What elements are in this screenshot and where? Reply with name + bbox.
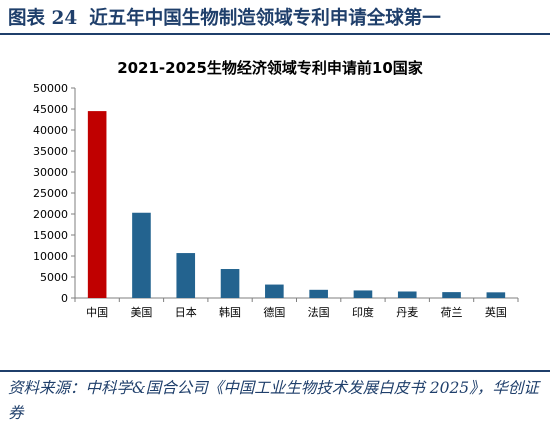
figure-label: 图表 24 [8, 8, 78, 29]
y-tick-label: 10000 [33, 250, 68, 263]
x-tick-label: 韩国 [219, 305, 241, 319]
x-tick-label: 英国 [485, 305, 507, 319]
y-tick-label: 45000 [33, 103, 68, 116]
y-tick-label: 40000 [33, 124, 68, 137]
x-tick-label: 印度 [352, 305, 374, 319]
y-tick-label: 20000 [33, 208, 68, 221]
y-tick-label: 15000 [33, 229, 68, 242]
bar-美国 [132, 212, 151, 298]
x-tick-label: 荷兰 [441, 306, 463, 319]
x-tick-label: 德国 [263, 305, 285, 319]
x-tick-label: 丹麦 [396, 306, 418, 319]
bar-德国 [265, 284, 284, 298]
bar-法国 [309, 289, 328, 298]
y-tick-label: 5000 [40, 271, 68, 284]
bar-荷兰 [442, 292, 461, 298]
figure-caption: 近五年中国生物制造领域专利申请全球第一 [89, 8, 441, 29]
bar-印度 [353, 290, 373, 298]
y-tick-label: 0 [61, 292, 68, 305]
y-axis: 0 5000 10000 15000 20000 25000 30000 35000 40000… [33, 82, 76, 305]
bar-中国 [87, 111, 107, 298]
chart-title: 2021-2025生物经济领域专利申请前10国家 [117, 59, 423, 77]
bars [87, 111, 506, 298]
bar-日本 [176, 253, 196, 298]
bar-丹麦 [397, 291, 417, 298]
y-tick-label: 30000 [33, 166, 68, 179]
y-tick-label: 25000 [33, 187, 68, 200]
header-rule [0, 33, 550, 35]
x-tick-label: 美国 [130, 306, 152, 319]
bar-chart: 2021-2025生物经济领域专利申请前10国家 0 5000 10000 15000… [33, 59, 519, 319]
x-axis: 中国 美国 日本 韩国 德国 法国 印度 丹麦 荷兰 英国 [74, 297, 519, 319]
source-note: 资料来源：中科学&国合公司《中国工业生物技术发展白皮书 2025》，华创证券 [8, 379, 539, 422]
y-tick-label: 50000 [33, 82, 68, 95]
x-tick-label: 中国 [86, 306, 108, 319]
x-tick-label: 日本 [175, 305, 197, 319]
bar-韩国 [220, 269, 240, 298]
y-tick-label: 35000 [33, 145, 68, 158]
bar-英国 [486, 292, 506, 298]
footer-rule [0, 370, 550, 372]
figure-title: 图表 24 近五年中国生物制造领域专利申请全球第一 [8, 4, 544, 30]
x-tick-label: 法国 [308, 305, 330, 319]
